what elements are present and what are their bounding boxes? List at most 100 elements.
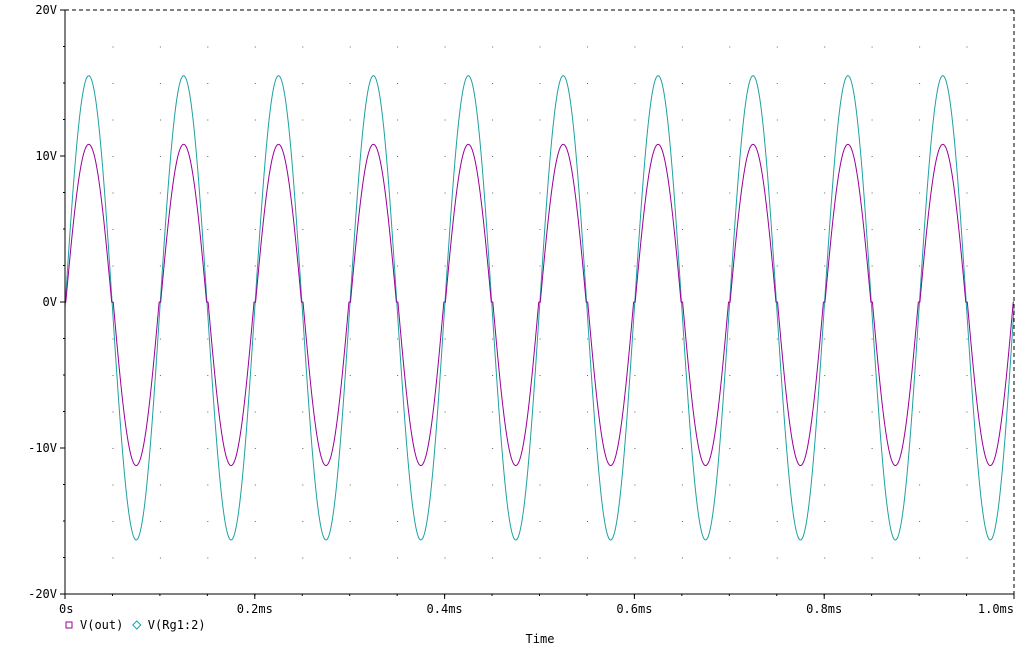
grid-dot [444, 229, 446, 230]
grid-dot [776, 448, 778, 449]
grid-dot [159, 229, 161, 230]
grid-dot [159, 521, 161, 522]
grid-dot [207, 229, 209, 230]
grid-dot [349, 229, 351, 230]
grid-dot [587, 338, 588, 340]
grid-dot [112, 229, 114, 230]
grid-dot [587, 229, 588, 230]
grid-dot [397, 265, 399, 267]
grid-dot [919, 265, 921, 267]
grid-dot [776, 375, 778, 376]
grid-dot [112, 411, 114, 413]
grid-dot [349, 156, 351, 157]
grid-dot [254, 265, 256, 267]
grid-dot [681, 375, 683, 376]
grid-dot [254, 229, 256, 230]
grid-dot [587, 557, 588, 559]
grid-dot [966, 156, 968, 157]
grid-dot [776, 411, 778, 413]
grid-dot [159, 119, 161, 121]
grid-dot [444, 411, 446, 413]
x-tick-label: 1.0ms [978, 602, 1014, 616]
grid-dot [871, 338, 873, 340]
legend-square-icon [65, 621, 73, 629]
grid-dot [824, 484, 826, 486]
y-axis: 20V 10V 0V -10V -20V [28, 3, 65, 601]
grid-dot [444, 192, 446, 194]
grid-dot [587, 448, 588, 449]
grid-dot [112, 192, 114, 194]
grid-dot [207, 46, 209, 48]
grid-dot [919, 83, 921, 84]
grid-dot [919, 448, 921, 449]
grid-dot [397, 83, 399, 84]
grid-dot [824, 521, 826, 522]
grid-dot [871, 411, 873, 413]
grid-dot [159, 448, 161, 449]
grid-dot [966, 119, 968, 121]
grid-dot [349, 375, 351, 376]
grid-dot [729, 46, 731, 48]
grid-dot [634, 557, 636, 559]
series-layer [64, 75, 1015, 541]
grid-dot [919, 411, 921, 413]
grid-dot [587, 83, 588, 84]
grid-dot [681, 192, 683, 194]
grid-dot [966, 83, 968, 84]
grid-dot [919, 557, 921, 559]
grid-dot [444, 156, 446, 157]
grid-dot [159, 411, 161, 413]
grid-dot [919, 484, 921, 486]
grid-dot [681, 484, 683, 486]
grid-dot [966, 192, 968, 194]
grid-dot [966, 411, 968, 413]
grid-dot [634, 411, 636, 413]
grid-dot [919, 119, 921, 121]
grid-dot [539, 265, 541, 267]
grid-dot [444, 484, 446, 486]
grid-dot [397, 156, 399, 157]
y-tick-label: 10V [35, 149, 57, 163]
grid-dot [824, 192, 826, 194]
grid-dot [824, 46, 826, 48]
grid-dot [681, 156, 683, 157]
grid-dot [729, 83, 731, 84]
grid-dot [681, 411, 683, 413]
grid-dot [159, 557, 161, 559]
grid-dot [302, 375, 304, 376]
grid-dot [492, 265, 494, 267]
grid-dot [539, 521, 541, 522]
grid-dot [492, 557, 494, 559]
grid-dot [776, 46, 778, 48]
grid-dot [634, 484, 636, 486]
grid-dot [444, 521, 446, 522]
grid-dot [397, 375, 399, 376]
grid-dot [492, 83, 494, 84]
grid-dot [681, 521, 683, 522]
grid-dot [776, 265, 778, 267]
grid-dot [729, 119, 731, 121]
grid-dot [159, 46, 161, 48]
grid-dot [871, 156, 873, 157]
grid-dot [919, 375, 921, 376]
grid-dot [776, 484, 778, 486]
grid-dot [349, 338, 351, 340]
grid-dot [254, 192, 256, 194]
grid-dot [634, 119, 636, 121]
grid-dot [966, 484, 968, 486]
grid-dot [539, 557, 541, 559]
grid-dot [207, 375, 209, 376]
grid-dot [302, 557, 304, 559]
grid-dot [254, 448, 256, 449]
grid-dot [634, 156, 636, 157]
grid-dot [871, 229, 873, 230]
grid-dot [729, 484, 731, 486]
grid-dot [634, 192, 636, 194]
grid-dot [634, 448, 636, 449]
grid-dot [254, 338, 256, 340]
grid-dot [871, 46, 873, 48]
grid-dot [634, 229, 636, 230]
legend-label: V(out) [80, 618, 123, 632]
grid-dot [112, 156, 114, 157]
